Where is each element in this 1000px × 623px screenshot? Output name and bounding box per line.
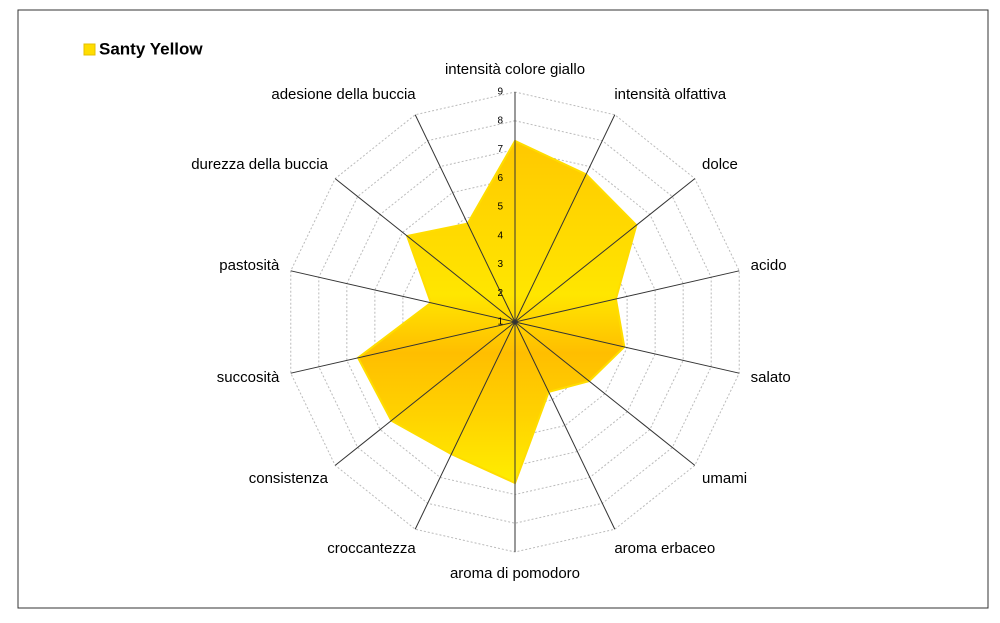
category-label: croccantezza: [327, 540, 416, 557]
r-tick-label: 5: [497, 202, 503, 213]
category-label: succosità: [217, 369, 280, 386]
category-label: pastosità: [219, 257, 280, 274]
spoke: [290, 321, 516, 374]
category-label: adesione della buccia: [271, 86, 416, 103]
spoke: [334, 321, 516, 466]
r-tick-label: 1: [497, 317, 503, 328]
spoke: [514, 321, 696, 466]
grid-ring: [374, 177, 656, 467]
category-label: aroma erbaceo: [614, 540, 715, 557]
category-label: acido: [751, 257, 787, 274]
spoke: [514, 114, 616, 323]
spoke: [514, 270, 740, 323]
spoke: [290, 270, 516, 323]
legend-swatch: [83, 43, 96, 56]
spoke: [514, 321, 740, 374]
category-label: dolce: [702, 156, 738, 173]
r-tick-label: 8: [497, 115, 503, 126]
category-label: intensità olfattiva: [614, 86, 726, 103]
spoke: [514, 178, 696, 323]
spoke: [414, 114, 516, 323]
category-label: consistenza: [249, 470, 329, 487]
spoke: [514, 321, 616, 530]
category-label: durezza della buccia: [191, 156, 328, 173]
r-tick-label: 7: [497, 144, 503, 155]
r-tick-label: 4: [497, 230, 503, 241]
spoke: [334, 178, 516, 323]
r-tick-label: 3: [497, 259, 503, 270]
category-label: salato: [751, 369, 791, 386]
spoke: [414, 321, 516, 530]
r-tick-label: 9: [497, 87, 503, 98]
r-tick-label: 6: [497, 173, 503, 184]
category-label: aroma di pomodoro: [450, 565, 580, 582]
category-label: intensità colore giallo: [445, 61, 585, 78]
legend-label: Santy Yellow: [99, 39, 203, 58]
category-label: umami: [702, 470, 747, 487]
r-tick-label: 2: [497, 288, 503, 299]
grid-ring: [318, 120, 712, 524]
